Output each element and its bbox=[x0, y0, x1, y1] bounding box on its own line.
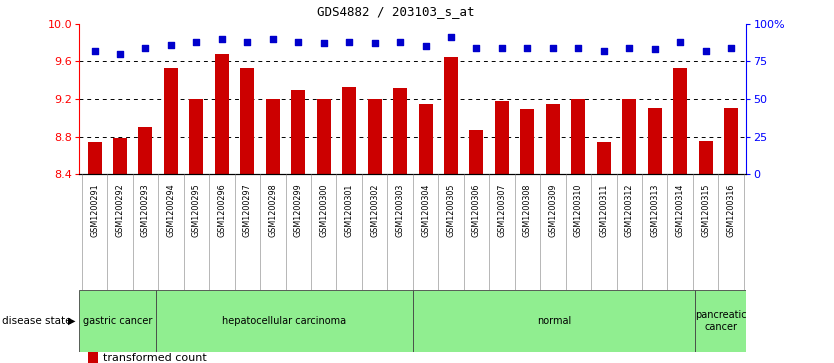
Bar bbox=[444, 57, 458, 174]
Text: transformed count: transformed count bbox=[103, 353, 206, 363]
Point bbox=[368, 40, 381, 46]
Text: GSM1200307: GSM1200307 bbox=[497, 184, 506, 237]
Bar bbox=[113, 138, 127, 174]
Bar bbox=[597, 142, 610, 174]
Bar bbox=[546, 103, 560, 174]
Point bbox=[546, 45, 560, 50]
Text: GSM1200309: GSM1200309 bbox=[549, 184, 557, 237]
Text: GDS4882 / 203103_s_at: GDS4882 / 203103_s_at bbox=[318, 5, 475, 19]
Text: normal: normal bbox=[537, 316, 571, 326]
Text: hepatocellular carcinoma: hepatocellular carcinoma bbox=[223, 316, 347, 326]
Text: GSM1200300: GSM1200300 bbox=[319, 184, 329, 237]
Bar bbox=[470, 130, 484, 174]
Bar bbox=[368, 99, 382, 174]
Text: GSM1200299: GSM1200299 bbox=[294, 184, 303, 237]
Text: GSM1200306: GSM1200306 bbox=[472, 184, 481, 237]
Point bbox=[215, 36, 229, 41]
Point bbox=[623, 45, 636, 50]
Bar bbox=[571, 99, 585, 174]
Text: pancreatic
cancer: pancreatic cancer bbox=[695, 310, 746, 332]
Text: GSM1200314: GSM1200314 bbox=[676, 184, 685, 237]
Text: GSM1200312: GSM1200312 bbox=[625, 184, 634, 237]
Point bbox=[419, 43, 432, 49]
Bar bbox=[215, 54, 229, 174]
Point bbox=[470, 45, 483, 50]
Bar bbox=[520, 109, 535, 174]
Text: GSM1200296: GSM1200296 bbox=[218, 184, 226, 237]
Text: GSM1200305: GSM1200305 bbox=[446, 184, 455, 237]
Text: GSM1200313: GSM1200313 bbox=[651, 184, 659, 237]
Bar bbox=[699, 141, 713, 174]
Bar bbox=[156, 290, 413, 352]
Bar bbox=[393, 87, 407, 174]
Point bbox=[189, 39, 203, 45]
Point bbox=[520, 45, 534, 50]
Bar bbox=[673, 68, 687, 174]
Text: ▶: ▶ bbox=[68, 316, 75, 326]
Bar bbox=[189, 99, 203, 174]
Bar bbox=[413, 290, 695, 352]
Point bbox=[241, 39, 254, 45]
Text: GSM1200297: GSM1200297 bbox=[243, 184, 252, 237]
Text: GSM1200308: GSM1200308 bbox=[523, 184, 532, 237]
Bar bbox=[240, 68, 254, 174]
Text: GSM1200295: GSM1200295 bbox=[192, 184, 201, 237]
Text: GSM1200303: GSM1200303 bbox=[395, 184, 404, 237]
Point bbox=[88, 48, 101, 54]
Point bbox=[445, 34, 458, 40]
Bar bbox=[317, 99, 331, 174]
Bar bbox=[342, 87, 356, 174]
Text: GSM1200294: GSM1200294 bbox=[167, 184, 175, 237]
Point bbox=[138, 45, 152, 50]
Point bbox=[266, 36, 279, 41]
Bar bbox=[164, 68, 178, 174]
Point bbox=[495, 45, 509, 50]
Text: disease state: disease state bbox=[2, 316, 71, 326]
Point bbox=[394, 39, 407, 45]
Bar bbox=[419, 103, 433, 174]
Point bbox=[674, 39, 687, 45]
Text: GSM1200311: GSM1200311 bbox=[600, 184, 608, 237]
Bar bbox=[88, 142, 102, 174]
Point bbox=[648, 46, 661, 52]
Bar bbox=[495, 101, 509, 174]
Point bbox=[699, 48, 712, 54]
Text: GSM1200315: GSM1200315 bbox=[701, 184, 711, 237]
Point bbox=[597, 48, 610, 54]
Bar bbox=[138, 127, 153, 174]
Text: GSM1200292: GSM1200292 bbox=[115, 184, 124, 237]
Point bbox=[725, 45, 738, 50]
Text: GSM1200293: GSM1200293 bbox=[141, 184, 150, 237]
Point bbox=[571, 45, 585, 50]
Text: GSM1200310: GSM1200310 bbox=[574, 184, 583, 237]
Bar bbox=[266, 99, 279, 174]
Text: GSM1200304: GSM1200304 bbox=[421, 184, 430, 237]
Text: gastric cancer: gastric cancer bbox=[83, 316, 153, 326]
Bar bbox=[724, 108, 738, 174]
Bar bbox=[622, 99, 636, 174]
Bar bbox=[291, 90, 305, 174]
Bar bbox=[648, 108, 661, 174]
Text: GSM1200302: GSM1200302 bbox=[370, 184, 379, 237]
Text: GSM1200316: GSM1200316 bbox=[726, 184, 736, 237]
Text: GSM1200298: GSM1200298 bbox=[269, 184, 277, 237]
Bar bbox=[79, 290, 156, 352]
Point bbox=[113, 51, 127, 57]
Text: GSM1200291: GSM1200291 bbox=[90, 184, 99, 237]
Text: GSM1200301: GSM1200301 bbox=[344, 184, 354, 237]
Point bbox=[343, 39, 356, 45]
Point bbox=[292, 39, 305, 45]
Bar bbox=[695, 290, 746, 352]
Point bbox=[317, 40, 330, 46]
Point bbox=[164, 42, 178, 48]
